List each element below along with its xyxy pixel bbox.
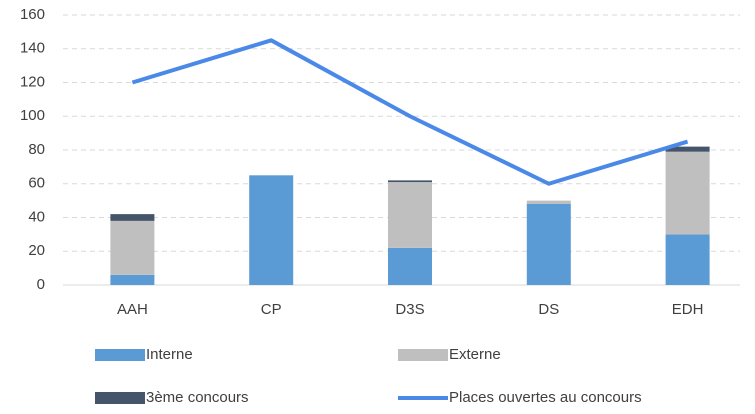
- bar-segment: [665, 151, 710, 235]
- bar-segment: [249, 175, 294, 285]
- x-tick-label: EDH: [672, 301, 704, 318]
- legend-label: Places ouvertes au concours: [449, 389, 642, 406]
- y-tick-label: 40: [28, 208, 45, 225]
- bar-segment: [665, 146, 710, 152]
- bar-segment: [526, 204, 571, 285]
- y-tick-label: 120: [20, 73, 45, 90]
- legend-swatch: [95, 392, 145, 404]
- bar-segment: [110, 214, 155, 221]
- legend-swatch: [398, 349, 448, 361]
- y-tick-label: 60: [28, 175, 45, 192]
- y-tick-label: 80: [28, 141, 45, 158]
- bar-segment: [388, 180, 432, 183]
- bar-segment: [110, 220, 155, 275]
- y-tick-label: 0: [37, 276, 45, 293]
- legend-label: Externe: [449, 346, 501, 363]
- bar-segment: [110, 274, 155, 285]
- x-tick-label: D3S: [395, 301, 424, 318]
- bar-segment: [526, 200, 571, 204]
- legend-label: Interne: [146, 346, 193, 363]
- bar-segment: [388, 247, 432, 285]
- legend-label: 3ème concours: [146, 389, 249, 406]
- legend-swatch: [95, 349, 145, 361]
- y-tick-label: 100: [20, 107, 45, 124]
- line-series: [131, 38, 689, 186]
- bar-segment: [388, 182, 432, 248]
- x-tick-label: DS: [538, 301, 559, 318]
- x-tick-label: CP: [261, 301, 282, 318]
- y-tick-label: 140: [20, 40, 45, 57]
- y-tick-label: 20: [28, 242, 45, 259]
- x-tick-label: AAH: [117, 301, 148, 318]
- y-tick-label: 160: [20, 6, 45, 23]
- bar-segment: [665, 234, 710, 285]
